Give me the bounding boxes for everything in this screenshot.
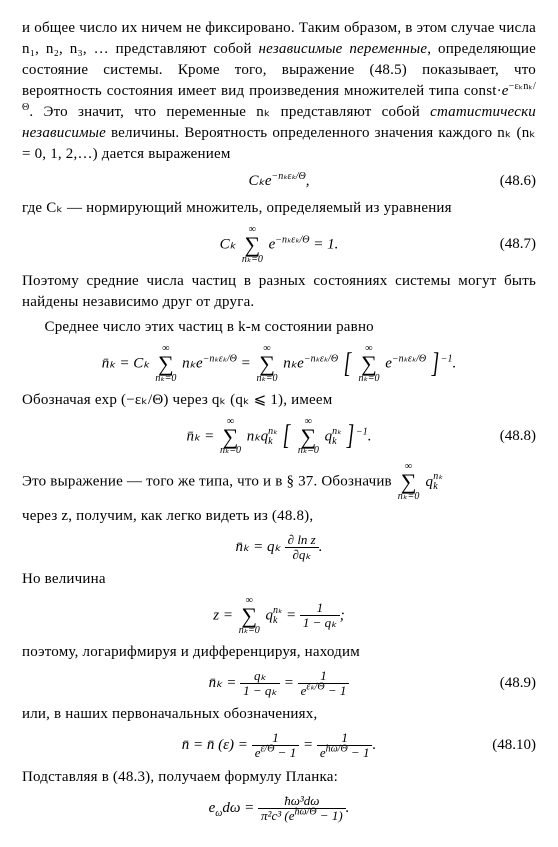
eq-bodyexp: −nₖεₖ/Θ	[275, 234, 309, 245]
eq-end: .	[372, 737, 376, 753]
eq-body: q	[266, 607, 274, 623]
equation-number: (48.8)	[500, 426, 536, 447]
equation-48-8: n̄ₖ = ∞ ∑ nₖ=0 nₖqnₖk [ ∞ ∑ nₖ=0 qnₖk ]−…	[22, 417, 536, 457]
eq-bracket-bodyexp: −nₖεₖ/Θ	[392, 353, 426, 364]
eq-supsub: nₖk	[332, 427, 341, 447]
eq-end: ;	[340, 607, 345, 623]
eq-bracket-body: q	[325, 428, 333, 444]
eq-mid: =	[284, 675, 298, 691]
equation-number: (48.10)	[492, 735, 536, 756]
eq-body: q	[426, 474, 434, 490]
fraction: 1 eħω/Θ − 1	[317, 731, 373, 761]
eq-body2: nₖe	[283, 355, 304, 371]
eq-mid: =	[303, 737, 317, 753]
sum-symbol: ∞ ∑ nₖ=0	[257, 344, 278, 384]
equation-dlnz: n̄ₖ = qₖ ∂ ln z ∂qₖ .	[22, 533, 536, 563]
sum-symbol: ∞ ∑ nₖ=0	[220, 417, 241, 457]
eq-mid: =	[241, 355, 255, 371]
eq-lhs: z =	[213, 607, 236, 623]
eq-body: nₖq	[247, 428, 268, 444]
equation-number: (48.9)	[500, 673, 536, 694]
fraction: ∂ ln z ∂qₖ	[285, 533, 319, 563]
equation-z: z = ∞ ∑ nₖ=0 qnₖk = 1 1 − qₖ ;	[22, 596, 536, 636]
eq-lhs: n̄ₖ =	[186, 428, 218, 444]
paragraph-4: Среднее число этих частиц в k-м состояни…	[22, 317, 536, 338]
fraction: 1 1 − qₖ	[300, 601, 340, 631]
paragraph-11: Подставляя в (48.3), получаем формулу Пл…	[22, 767, 536, 788]
eq-body1exp: −nₖεₖ/Θ	[203, 353, 237, 364]
equation-48-10: n̄ = n̄ (ε) = 1 eε/Θ − 1 = 1 eħω/Θ − 1 .…	[22, 731, 536, 761]
paragraph-9: поэтому, логарифмируя и дифференцируя, н…	[22, 642, 536, 663]
left-bracket-icon: [	[343, 353, 351, 375]
text: Это выражение — того же типа, что и в § …	[22, 474, 396, 490]
emph-independent-vars: независимые переменные	[259, 41, 428, 57]
eq-end: .	[368, 428, 372, 444]
equation-number: (48.7)	[500, 234, 536, 255]
paragraph-3: Поэтому средние числа частиц в разных со…	[22, 271, 536, 313]
equation-48-9: n̄ₖ = qₖ 1 − qₖ = 1 eεₖ/Θ − 1 (48.9)	[22, 669, 536, 699]
sum-symbol: ∞ ∑ nₖ=0	[398, 462, 420, 502]
eq-lhs: n̄ = n̄ (ε) =	[182, 737, 252, 753]
paragraph-8: Но величина	[22, 569, 536, 590]
equation-48-6: Cₖe−nₖεₖ/Θ, (48.6)	[22, 171, 536, 192]
eq-lhs: n̄ₖ = Cₖ	[102, 355, 150, 371]
eq-supsub: nₖk	[433, 472, 443, 492]
eq-end: .	[453, 355, 457, 371]
eq-lhs: n̄ₖ =	[209, 675, 241, 691]
right-bracket-icon: ]	[347, 425, 355, 447]
eq-body2exp: −nₖεₖ/Θ	[304, 353, 338, 364]
equation-planck: eωdω = ħω³dω π²c³ (eħω/Θ − 1) .	[22, 794, 536, 824]
right-bracket-icon: ]	[432, 353, 440, 375]
eq-rhs: = 1.	[309, 236, 338, 252]
paragraph-2: где Cₖ — нормирующий множитель, определя…	[22, 198, 536, 219]
eq-supsub: nₖk	[273, 606, 282, 626]
eq-supsub: nₖk	[268, 427, 277, 447]
eq-lhs: Cₖ	[220, 236, 236, 252]
equation-number: (48.6)	[500, 171, 536, 192]
eq-bracket-pow: −1	[356, 426, 368, 437]
sum-symbol: ∞ ∑ nₖ=0	[242, 225, 263, 265]
sum-symbol: ∞ ∑ nₖ=0	[298, 417, 319, 457]
left-bracket-icon: [	[283, 425, 291, 447]
equation-48-7: Cₖ ∞ ∑ nₖ=0 e−nₖεₖ/Θ = 1. (48.7)	[22, 225, 536, 265]
text: . Это значит, что переменные nₖ представ…	[29, 104, 430, 120]
eq-lhs: Cₖe	[248, 173, 271, 189]
eq-exp: −nₖεₖ/Θ	[272, 171, 306, 182]
sum-symbol: ∞ ∑ nₖ=0	[155, 344, 176, 384]
eq-mid: =	[286, 607, 300, 623]
math-e: e	[502, 83, 509, 99]
eq-bracket-body: e	[385, 355, 392, 371]
eq-end: .	[346, 800, 350, 816]
eq-lhs: n̄ₖ = qₖ	[235, 539, 280, 555]
fraction: ħω³dω π²c³ (eħω/Θ − 1)	[258, 794, 346, 824]
equation-nbar: n̄ₖ = Cₖ ∞ ∑ nₖ=0 nₖe−nₖεₖ/Θ = ∞ ∑ nₖ=0 …	[22, 344, 536, 384]
paragraph-5: Обозначая exp (−εₖ/Θ) через qₖ (qₖ ⩽ 1),…	[22, 390, 536, 411]
fraction: 1 eεₖ/Θ − 1	[298, 669, 350, 699]
eq-body1: nₖe	[182, 355, 203, 371]
paragraph-6: Это выражение — того же типа, что и в § …	[22, 462, 536, 502]
eq-lhs2: dω =	[222, 800, 258, 816]
eq-bracket-pow: −1	[441, 353, 453, 364]
paragraph-7: через z, получим, как легко видеть из (4…	[22, 506, 536, 527]
sum-symbol: ∞ ∑ nₖ=0	[358, 344, 379, 384]
fraction: qₖ 1 − qₖ	[240, 669, 280, 699]
sum-symbol: ∞ ∑ nₖ=0	[239, 596, 260, 636]
eq-end: .	[319, 539, 323, 555]
paragraph-1: и общее число их ничем не фиксировано. Т…	[22, 18, 536, 165]
fraction: 1 eε/Θ − 1	[252, 731, 300, 761]
paragraph-10: или, в наших первоначальных обозначениях…	[22, 704, 536, 725]
